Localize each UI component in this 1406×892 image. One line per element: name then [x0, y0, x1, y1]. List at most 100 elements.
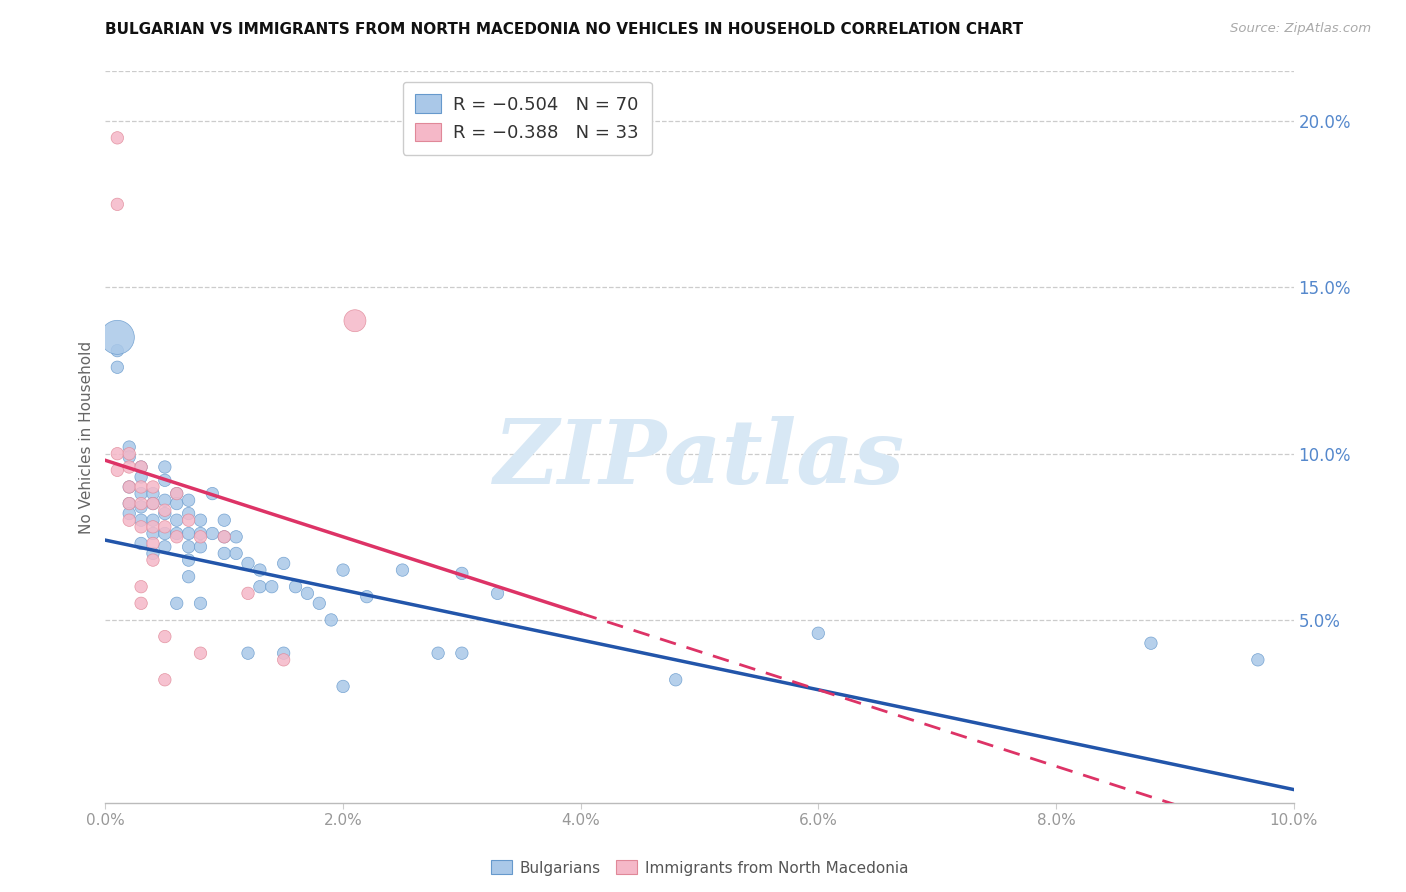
Text: BULGARIAN VS IMMIGRANTS FROM NORTH MACEDONIA NO VEHICLES IN HOUSEHOLD CORRELATIO: BULGARIAN VS IMMIGRANTS FROM NORTH MACED… [105, 22, 1024, 37]
Point [177, 526, 200, 541]
Point [153, 460, 176, 475]
Point [249, 563, 271, 577]
Point [321, 613, 343, 627]
Point [129, 580, 152, 594]
Point [153, 503, 176, 517]
Point [332, 563, 354, 577]
Point [356, 590, 378, 604]
Text: ZIPatlas: ZIPatlas [494, 416, 905, 502]
Point [1247, 653, 1270, 667]
Point [214, 530, 236, 544]
Point [153, 540, 176, 554]
Point [249, 580, 271, 594]
Point [129, 500, 152, 514]
Point [142, 553, 165, 567]
Point [142, 486, 165, 500]
Point [214, 513, 236, 527]
Point [105, 343, 128, 358]
Point [236, 646, 259, 660]
Point [129, 596, 152, 610]
Text: Source: ZipAtlas.com: Source: ZipAtlas.com [1230, 22, 1371, 36]
Point [118, 447, 141, 461]
Point [214, 530, 236, 544]
Point [105, 330, 128, 344]
Point [118, 497, 141, 511]
Point [391, 563, 413, 577]
Point [214, 546, 236, 560]
Point [1140, 636, 1163, 650]
Point [297, 586, 319, 600]
Point [665, 673, 688, 687]
Point [332, 680, 354, 694]
Point [118, 480, 141, 494]
Point [166, 497, 188, 511]
Legend: Bulgarians, Immigrants from North Macedonia: Bulgarians, Immigrants from North Macedo… [485, 855, 914, 881]
Point [142, 536, 165, 550]
Point [177, 570, 200, 584]
Point [273, 557, 295, 571]
Point [142, 497, 165, 511]
Point [284, 580, 307, 594]
Point [118, 480, 141, 494]
Point [153, 630, 176, 644]
Point [190, 646, 212, 660]
Point [118, 450, 141, 464]
Point [166, 526, 188, 541]
Point [142, 520, 165, 534]
Point [177, 493, 200, 508]
Point [166, 486, 188, 500]
Point [486, 586, 509, 600]
Point [177, 553, 200, 567]
Point [142, 497, 165, 511]
Point [177, 513, 200, 527]
Point [129, 460, 152, 475]
Point [273, 646, 295, 660]
Point [129, 497, 152, 511]
Point [153, 673, 176, 687]
Point [105, 197, 128, 211]
Point [177, 540, 200, 554]
Point [105, 447, 128, 461]
Point [166, 596, 188, 610]
Point [201, 486, 224, 500]
Point [450, 646, 472, 660]
Point [153, 520, 176, 534]
Point [129, 486, 152, 500]
Point [153, 507, 176, 521]
Point [118, 497, 141, 511]
Point [201, 526, 224, 541]
Point [225, 530, 247, 544]
Point [450, 566, 472, 581]
Point [142, 480, 165, 494]
Point [142, 513, 165, 527]
Y-axis label: No Vehicles in Household: No Vehicles in Household [79, 341, 94, 533]
Point [129, 513, 152, 527]
Point [142, 526, 165, 541]
Point [166, 486, 188, 500]
Point [236, 557, 259, 571]
Point [190, 596, 212, 610]
Point [807, 626, 830, 640]
Point [427, 646, 450, 660]
Point [308, 596, 330, 610]
Point [153, 473, 176, 487]
Point [153, 526, 176, 541]
Point [118, 440, 141, 454]
Point [343, 314, 366, 328]
Point [225, 546, 247, 560]
Point [105, 463, 128, 477]
Point [190, 540, 212, 554]
Point [129, 536, 152, 550]
Point [129, 470, 152, 484]
Point [142, 546, 165, 560]
Point [129, 460, 152, 475]
Point [190, 526, 212, 541]
Point [105, 131, 128, 145]
Point [177, 507, 200, 521]
Point [260, 580, 283, 594]
Point [129, 520, 152, 534]
Point [153, 493, 176, 508]
Point [118, 507, 141, 521]
Point [273, 653, 295, 667]
Point [118, 460, 141, 475]
